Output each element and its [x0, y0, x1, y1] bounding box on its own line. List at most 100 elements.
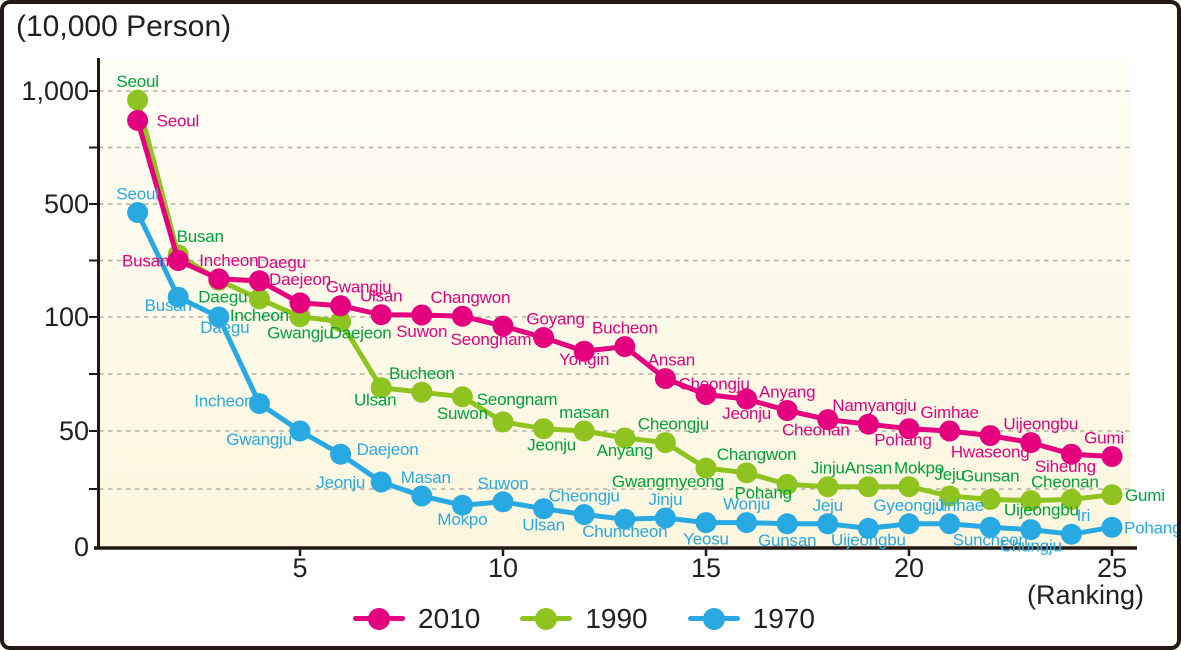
point-1990-changwon — [736, 462, 758, 484]
label-2010-siheung: Siheung — [1035, 457, 1096, 476]
label-1990-seongnam: Seongnam — [477, 390, 558, 409]
point-1970-jeonju — [370, 471, 392, 493]
point-1970-masan — [411, 485, 433, 507]
y-axis-tick-label-500: 500 — [43, 189, 89, 219]
point-1990-cheongju — [654, 432, 676, 454]
label-1990-jeju: Jeju — [934, 465, 964, 484]
label-1990-pohang: Pohang — [734, 483, 791, 502]
point-1990-suwon — [451, 386, 473, 408]
legend-marker-2010-icon — [353, 608, 406, 630]
label-1990-mokpo: Mokpo — [894, 459, 944, 478]
label-1970-busan: Busan — [145, 296, 192, 315]
label-2010-bucheon: Bucheon — [592, 319, 658, 338]
point-1990-daejeon — [330, 311, 352, 333]
label-1970-pohang: Pohang — [1124, 518, 1181, 537]
label-1990-changwon: Changwon — [717, 445, 797, 464]
label-1970-gunsan: Gunsan — [758, 531, 816, 550]
label-1970-gwangju: Gwangju — [226, 430, 292, 449]
point-1970-iri — [1060, 523, 1082, 545]
label-1970-incheon: Incheon — [194, 392, 253, 411]
point-1970-busan — [167, 286, 189, 308]
label-1970-chungju: Chungju — [1000, 537, 1062, 556]
label-1970-gyeongju: Gyeongju — [873, 496, 944, 515]
label-1990-seoul: Seoul — [116, 72, 158, 91]
label-2010-daejeon: Daejeon — [269, 270, 331, 289]
legend-item-1990: 1990 — [520, 603, 648, 634]
label-1990-ulsan: Ulsan — [354, 391, 396, 410]
point-1990-gunsan — [979, 488, 1001, 510]
point-2010-bucheon — [614, 336, 636, 358]
point-2010-busan — [167, 250, 189, 271]
point-1990-incheon — [248, 288, 270, 310]
label-1970-jinju: Jinju — [648, 490, 682, 509]
point-1970-gwangju — [289, 420, 311, 442]
point-1990-cheonan — [1020, 490, 1042, 512]
y-axis-tick-label-50: 50 — [58, 416, 89, 446]
point-1970-jeju — [817, 513, 839, 535]
legend-marker-1990-icon — [520, 608, 573, 630]
label-1990-cheongju: Cheongju — [638, 415, 709, 434]
label-1970-chuncheon: Chuncheon — [582, 522, 667, 541]
x-axis-tick-label-5: 5 — [292, 553, 308, 583]
label-1990-jeonju: Jeonju — [527, 436, 576, 455]
point-1970-yeosu — [695, 512, 717, 534]
point-1970-wonju — [736, 512, 758, 534]
legend-label-1990: 1990 — [585, 603, 648, 634]
point-1970-chuncheon — [614, 508, 636, 530]
label-2010-changwon: Changwon — [431, 288, 511, 307]
x-axis-tick-label-10: 10 — [487, 553, 519, 583]
point-1970-gyeongju — [898, 513, 920, 535]
label-2010-anyang: Anyang — [759, 383, 815, 402]
point-1970-daegu — [208, 306, 230, 328]
point-2010-goyang — [533, 327, 555, 348]
legend-marker-1970-icon — [687, 608, 740, 630]
label-2010-hwaseong: Hwaseong — [951, 443, 1030, 462]
label-1990-anyang: Anyang — [597, 441, 653, 460]
label-2010-daegu: Daegu — [257, 253, 306, 272]
label-1990-gumi: Gumi — [1125, 486, 1165, 505]
point-1970-ulsan — [533, 498, 555, 520]
label-1970-jeju: Jeju — [813, 496, 843, 515]
label-1990-uijeongbu: Uijeongbu — [1004, 500, 1079, 519]
point-1990-jeonju — [533, 418, 555, 440]
point-2010-suwon — [411, 304, 433, 326]
label-2010-suwon: Suwon — [396, 322, 447, 341]
point-1970-uijeongbu — [857, 517, 879, 539]
point-2010-daejeon — [289, 292, 311, 314]
label-2010-pohang: Pohang — [874, 431, 931, 450]
point-1970-incheon — [248, 393, 270, 415]
label-2010-busan: Busan — [122, 252, 169, 271]
point-1990-ulsan — [370, 377, 392, 399]
label-1990-jinju: Jinju — [811, 459, 845, 478]
point-2010-ansan — [654, 368, 676, 390]
label-1970-cheongju: Cheongju — [549, 487, 620, 506]
point-1990-seongnam — [492, 411, 514, 433]
point-2010-daegu — [248, 270, 270, 292]
point-1990-pohang — [776, 473, 798, 495]
label-1970-suwon: Suwon — [478, 474, 529, 493]
point-1990-uijeongbu — [1060, 488, 1082, 510]
label-2010-cheongju: Cheongju — [678, 375, 749, 394]
label-1990-busan: Busan — [177, 227, 224, 246]
point-1970-suwon — [492, 491, 514, 513]
point-2010-changwon — [451, 305, 473, 327]
point-2010-pohang — [898, 418, 920, 440]
label-2010-yongin: Yongin — [559, 350, 609, 369]
label-2010-gimhae: Gimhae — [920, 403, 978, 422]
chart-svg: SeoulBusanDaeguIncheonGwangjuDaejeonUlsa… — [89, 58, 1181, 556]
point-2010-cheongju — [695, 384, 717, 405]
point-2010-incheon — [208, 268, 230, 290]
label-2010-namyangju: Namyangju — [832, 396, 916, 415]
label-1990-gwangju: Gwangju — [267, 324, 333, 343]
point-1970-jinhae — [939, 513, 961, 535]
label-1970-mokpo: Mokpo — [437, 510, 487, 529]
point-2010-jeonju — [736, 388, 758, 410]
label-2010-ansan: Ansan — [648, 351, 695, 370]
point-1990-jeju — [939, 485, 961, 507]
label-2010-seongnam: Seongnam — [451, 330, 532, 349]
label-1990-daejeon: Daejeon — [330, 324, 392, 343]
label-2010-incheon: Incheon — [199, 251, 258, 270]
label-1970-uijeongbu: Uijeongbu — [831, 530, 906, 549]
point-2010-hwaseong — [979, 425, 1001, 447]
point-1970-gunsan — [776, 513, 798, 535]
